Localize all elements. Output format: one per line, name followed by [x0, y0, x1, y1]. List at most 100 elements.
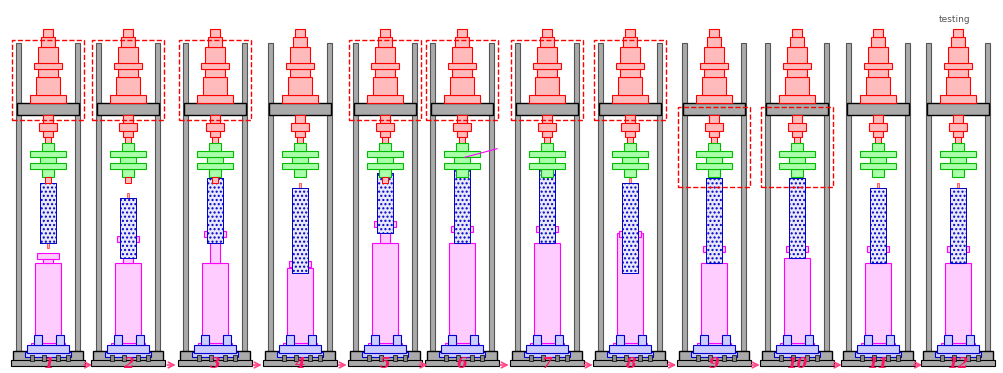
Bar: [788, 178, 804, 258]
Bar: [378, 169, 390, 177]
Bar: [43, 255, 53, 263]
Bar: [43, 29, 53, 37]
Bar: [277, 352, 323, 357]
Bar: [30, 355, 34, 361]
Bar: [263, 360, 337, 366]
Bar: [949, 188, 965, 263]
Bar: [703, 69, 723, 77]
Bar: [110, 355, 114, 361]
Bar: [375, 47, 394, 63]
Bar: [875, 137, 880, 143]
Bar: [297, 137, 303, 143]
Bar: [951, 169, 963, 177]
Bar: [456, 228, 466, 243]
Bar: [864, 63, 891, 69]
Bar: [764, 43, 769, 351]
Bar: [392, 355, 396, 361]
Bar: [620, 69, 639, 77]
Bar: [327, 43, 332, 351]
Bar: [123, 115, 132, 137]
Bar: [541, 169, 553, 177]
Bar: [904, 43, 909, 351]
Bar: [107, 345, 148, 353]
Bar: [214, 173, 216, 248]
Bar: [31, 343, 65, 351]
Bar: [542, 29, 552, 37]
Bar: [443, 95, 479, 103]
Bar: [212, 177, 218, 183]
Text: 3: 3: [210, 357, 220, 371]
Bar: [637, 335, 645, 345]
Bar: [790, 355, 794, 361]
Bar: [374, 221, 395, 227]
Bar: [951, 355, 955, 361]
Bar: [197, 151, 233, 157]
Bar: [354, 103, 415, 115]
Bar: [376, 157, 392, 163]
Bar: [201, 63, 229, 69]
Bar: [286, 63, 314, 69]
Bar: [383, 168, 385, 238]
Bar: [855, 352, 900, 357]
Bar: [873, 248, 882, 263]
Bar: [956, 115, 958, 147]
Bar: [40, 157, 56, 163]
Bar: [948, 123, 966, 131]
Bar: [701, 77, 725, 95]
Bar: [201, 335, 209, 345]
Bar: [598, 43, 603, 351]
Bar: [242, 43, 247, 351]
Bar: [936, 345, 978, 353]
Bar: [40, 183, 56, 243]
Bar: [205, 47, 225, 63]
Bar: [122, 143, 133, 151]
Bar: [453, 153, 469, 243]
Text: 2: 2: [122, 357, 133, 371]
Bar: [367, 163, 402, 169]
Bar: [628, 137, 631, 143]
Bar: [375, 69, 394, 77]
Bar: [214, 137, 217, 143]
Bar: [524, 352, 570, 357]
Text: 4: 4: [295, 357, 305, 371]
Bar: [612, 355, 616, 361]
Bar: [539, 163, 555, 243]
Bar: [782, 63, 810, 69]
Bar: [381, 137, 387, 143]
Bar: [451, 69, 471, 77]
Bar: [411, 43, 416, 351]
Bar: [295, 115, 305, 137]
Bar: [40, 183, 56, 243]
Bar: [593, 360, 666, 366]
Bar: [696, 343, 730, 351]
Bar: [695, 151, 731, 157]
Bar: [759, 360, 833, 366]
Bar: [740, 43, 745, 351]
Bar: [371, 335, 378, 345]
Bar: [125, 137, 130, 143]
Bar: [233, 355, 237, 361]
Bar: [452, 123, 470, 131]
Bar: [721, 335, 729, 345]
Bar: [197, 355, 201, 361]
Bar: [620, 47, 639, 63]
Bar: [447, 335, 455, 345]
Bar: [202, 263, 228, 343]
Bar: [804, 335, 812, 345]
Bar: [116, 77, 139, 95]
Bar: [873, 29, 882, 37]
Bar: [289, 261, 311, 267]
Bar: [945, 77, 969, 95]
Bar: [617, 233, 642, 343]
Bar: [678, 351, 748, 361]
Bar: [265, 351, 335, 361]
Bar: [38, 47, 58, 63]
Bar: [708, 29, 718, 37]
Bar: [872, 143, 883, 151]
Bar: [534, 243, 560, 343]
Bar: [180, 351, 250, 361]
Text: 1: 1: [43, 357, 53, 371]
Bar: [804, 355, 808, 361]
Bar: [944, 263, 970, 343]
Bar: [11, 360, 85, 366]
